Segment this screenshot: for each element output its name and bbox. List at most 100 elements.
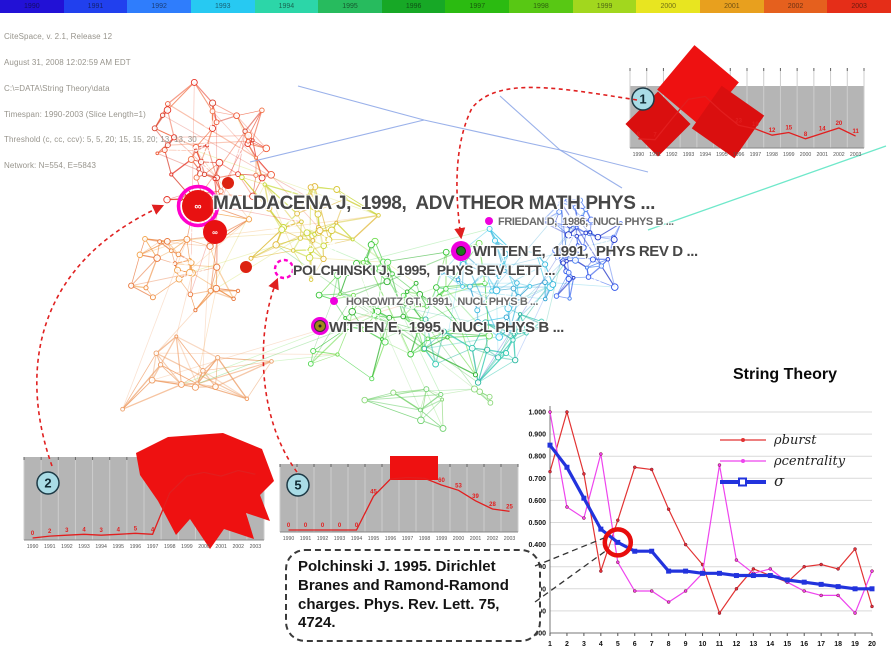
- key-node-friedan-dot[interactable]: [485, 217, 493, 225]
- chart-gridlines: 0.0000.1000.2000.3000.4000.5000.6000.700…: [528, 410, 872, 638]
- svg-text:28: 28: [489, 502, 496, 508]
- burst-shape: [625, 45, 765, 159]
- svg-text:1990: 1990: [633, 152, 645, 158]
- svg-text:1990: 1990: [283, 536, 295, 542]
- header-line-version: CiteSpace, v. 2.1, Release 12: [4, 32, 113, 42]
- key-node-polchinski-ring[interactable]: [273, 258, 295, 280]
- svg-text:15: 15: [783, 641, 791, 648]
- key-node-maldacena-node-2[interactable]: ∞: [203, 220, 227, 244]
- callout-text: Polchinski J. 1995. Dirichlet Branes and…: [298, 558, 509, 632]
- header-line-path: C:\=DATA\String Theory\data: [4, 83, 110, 93]
- svg-text:1999: 1999: [181, 544, 193, 550]
- key-node-polchinski-dot[interactable]: [240, 261, 252, 273]
- svg-text:1993: 1993: [78, 544, 90, 550]
- svg-text:2003: 2003: [250, 544, 262, 550]
- svg-text:1991: 1991: [300, 536, 312, 542]
- svg-text:2001: 2001: [816, 152, 828, 158]
- svg-text:1999: 1999: [436, 536, 448, 542]
- timeline-segment-2000: 2000: [636, 0, 701, 13]
- svg-text:45: 45: [370, 489, 377, 495]
- node-label-witten-1991[interactable]: WITTEN E, 1991, PHYS REV D ...: [473, 243, 698, 260]
- svg-text:1998: 1998: [164, 544, 176, 550]
- burst-shape: [136, 433, 274, 549]
- svg-text:4: 4: [117, 527, 121, 533]
- svg-text:0.600: 0.600: [528, 498, 546, 505]
- svg-text:25: 25: [506, 504, 513, 510]
- svg-text:18: 18: [834, 641, 842, 648]
- svg-text:20: 20: [868, 641, 876, 648]
- svg-text:53: 53: [455, 483, 462, 489]
- svg-text:∞: ∞: [194, 202, 201, 213]
- key-node-small-red-dot[interactable]: [222, 177, 234, 189]
- timeline-segment-1994: 1994: [254, 0, 319, 13]
- timeline-segment-1991: 1991: [63, 0, 128, 13]
- node-label-polchinski[interactable]: POLCHINSKI J, 1995, PHYS REV LETT ...: [293, 262, 556, 278]
- svg-text:0: 0: [31, 531, 35, 537]
- inset-line: [32, 469, 256, 539]
- svg-text:0: 0: [304, 523, 308, 529]
- timeline-segment-1998: 1998: [509, 0, 573, 13]
- svg-text:14: 14: [819, 126, 826, 132]
- timeline-segment-1993: 1993: [190, 0, 255, 13]
- node-label-horowitz[interactable]: HOROWITZ GT, 1991, NUCL PHYS B ...: [346, 296, 538, 308]
- svg-text:14: 14: [766, 641, 774, 648]
- svg-text:0.400: 0.400: [528, 542, 546, 549]
- svg-text:1996: 1996: [733, 152, 745, 158]
- svg-text:∞: ∞: [212, 228, 218, 237]
- svg-text:17: 17: [817, 641, 825, 648]
- badge-5: 5: [286, 473, 310, 497]
- svg-text:0: 0: [287, 523, 291, 529]
- svg-text:1992: 1992: [666, 152, 678, 158]
- svg-text:2003: 2003: [850, 152, 862, 158]
- key-node-horowitz-dot[interactable]: [330, 297, 338, 305]
- svg-text:5: 5: [294, 478, 301, 493]
- svg-text:7: 7: [653, 133, 657, 139]
- timeline-segment-2002: 2002: [763, 0, 828, 13]
- svg-text:2002: 2002: [487, 536, 499, 542]
- node-label-friedan[interactable]: FRIEDAN D, 1986, NUCL PHYS B ...: [498, 216, 674, 228]
- svg-text:1997: 1997: [147, 544, 159, 550]
- header-line-date: August 31, 2008 12:02:59 AM EDT: [4, 57, 131, 67]
- svg-text:4: 4: [82, 527, 86, 533]
- svg-text:0.500: 0.500: [528, 520, 546, 527]
- key-node-maldacena-node[interactable]: ∞: [176, 184, 220, 228]
- inset-value-labels: 0 2 3 4 3 4 5 4: [31, 526, 155, 537]
- polchinski-callout: Polchinski J. 1995. Dirichlet Branes and…: [285, 549, 541, 642]
- key-node-witten-1991-node[interactable]: [451, 241, 471, 261]
- svg-text:1997: 1997: [750, 152, 762, 158]
- svg-text:0: 0: [338, 523, 342, 529]
- svg-text:1998: 1998: [766, 152, 778, 158]
- svg-text:1993: 1993: [683, 152, 695, 158]
- svg-text:1995: 1995: [716, 152, 728, 158]
- svg-text:σ: σ: [774, 472, 785, 490]
- svg-text:1995: 1995: [368, 536, 380, 542]
- svg-text:15: 15: [785, 126, 792, 132]
- svg-text:7: 7: [650, 641, 654, 648]
- header-line-threshold: Threshold (c, cc, ccv): 5, 5, 20; 15, 15…: [4, 135, 197, 145]
- timeline-segment-1997: 1997: [445, 0, 510, 13]
- burst-shape: [390, 456, 438, 480]
- svg-text:1993: 1993: [334, 536, 346, 542]
- svg-text:1997: 1997: [402, 536, 414, 542]
- svg-text:6: 6: [633, 641, 637, 648]
- key-node-witten-1995-node[interactable]: [311, 317, 329, 335]
- svg-text:39: 39: [472, 494, 479, 500]
- string-theory-chart: 0.0000.1000.2000.3000.4000.5000.6000.700…: [520, 362, 891, 661]
- node-label-maldacena[interactable]: MALDACENA J, 1998, ADV THEOR MATH PHYS .…: [213, 193, 655, 214]
- timeline-segment-1990: 1990: [0, 0, 64, 13]
- svg-text:2000: 2000: [453, 536, 465, 542]
- svg-text:1992: 1992: [61, 544, 73, 550]
- svg-text:1: 1: [639, 92, 646, 107]
- node-label-witten-1995[interactable]: WITTEN E, 1995, NUCL PHYS B ...: [329, 319, 564, 336]
- svg-text:8: 8: [804, 132, 808, 138]
- svg-text:2000: 2000: [198, 544, 210, 550]
- svg-text:1: 1: [548, 641, 552, 648]
- svg-text:3: 3: [99, 528, 103, 534]
- svg-text:9: 9: [684, 641, 688, 648]
- svg-text:2001: 2001: [215, 544, 227, 550]
- svg-text:0.800: 0.800: [528, 454, 546, 461]
- svg-text:8: 8: [667, 641, 671, 648]
